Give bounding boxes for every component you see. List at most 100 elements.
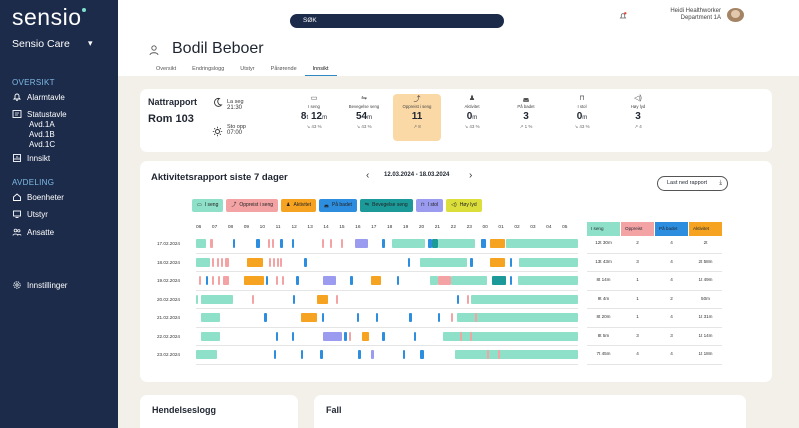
activity-bar-bath[interactable] [375, 313, 379, 322]
activity-bar-up[interactable] [280, 257, 283, 267]
activity-bar-up[interactable] [267, 239, 270, 248]
activity-bar-up[interactable] [199, 276, 202, 285]
activity-bar-bed[interactable] [471, 294, 578, 304]
metric-bevegelse-seng[interactable]: ⇋ Bevegelse seng 54m ↘ 43 % [340, 94, 388, 141]
sidebar-item-innsikt[interactable]: Innsikt [12, 153, 50, 163]
activity-bar-up[interactable] [216, 257, 219, 267]
activity-bar-up[interactable] [223, 276, 230, 285]
activity-bar-bath[interactable] [414, 331, 417, 341]
sidebar-item-utstyr[interactable]: Utstyr [12, 209, 48, 219]
activity-bar-bath[interactable] [469, 257, 473, 267]
activity-bar-chair[interactable] [323, 276, 337, 285]
activity-bar-bath[interactable] [320, 350, 323, 359]
activity-bar-bed[interactable] [429, 276, 438, 285]
activity-bar-bath[interactable] [275, 331, 278, 341]
activity-bar-bath[interactable] [301, 350, 304, 359]
sidebar-item-alarmtavle[interactable]: Alarmtavle [12, 92, 65, 102]
legend-oppreist-i-seng[interactable]: ⤴ Oppreist i seng [226, 199, 279, 212]
activity-bar-bed[interactable] [200, 331, 220, 341]
activity-bar-bed[interactable] [196, 239, 206, 248]
activity-bar-up[interactable] [273, 257, 276, 267]
legend-i-stol[interactable]: ⊓ I stol [415, 199, 444, 212]
activity-bar-act[interactable] [301, 313, 317, 322]
activity-bar-up[interactable] [466, 294, 469, 304]
activity-bar-bath[interactable] [402, 350, 406, 359]
activity-bar-bath[interactable] [291, 239, 294, 248]
activity-bar-up[interactable] [460, 331, 463, 341]
tab-oversikt[interactable]: Oversikt [156, 66, 177, 72]
activity-bar-act[interactable] [490, 257, 505, 267]
activity-bar-chair[interactable] [323, 331, 343, 341]
metric-høy-lyd[interactable]: ◁) Høy lyd 3 ↗ 4 [614, 94, 662, 141]
activity-bar-bed[interactable] [196, 350, 217, 359]
tab-prrende[interactable]: Pårørende [270, 66, 297, 72]
activity-bar-up[interactable] [321, 239, 324, 248]
activity-bar-bath[interactable] [205, 276, 208, 285]
activity-bar-bath[interactable] [344, 331, 348, 341]
avatar[interactable] [727, 8, 744, 22]
activity-bar-bed[interactable] [450, 276, 488, 285]
activity-bar-bath[interactable] [358, 350, 361, 359]
activity-bar-bath[interactable] [293, 294, 296, 304]
activity-bar-up[interactable] [251, 294, 254, 304]
sidebar-item-avd1c[interactable]: Avd.1C [29, 140, 55, 149]
activity-bar-up[interactable] [340, 239, 344, 248]
activity-bar-act[interactable] [246, 257, 263, 267]
activity-bar-up[interactable] [225, 257, 229, 267]
activity-bar-up[interactable] [336, 294, 339, 304]
activity-bar-bed[interactable] [391, 239, 426, 248]
activity-bar-bed[interactable] [200, 313, 220, 322]
activity-bar-bath[interactable] [382, 331, 385, 341]
activity-bar-up[interactable] [220, 257, 223, 267]
activity-bar-up[interactable] [437, 276, 451, 285]
notification-bell-icon[interactable] [618, 8, 628, 26]
activity-bar-bed[interactable] [455, 350, 578, 359]
activity-bar-bedmove[interactable] [492, 276, 507, 285]
activity-bar-up[interactable] [469, 331, 472, 341]
sidebar-item-avd1b[interactable]: Avd.1B [29, 130, 55, 139]
activity-bar-up[interactable] [450, 313, 453, 322]
metric-i-seng[interactable]: ▭ I seng 8t 12m ↘ 43 % [290, 94, 338, 141]
activity-bar-bath[interactable] [291, 331, 294, 341]
sidebar-item-statustavle[interactable]: Statustavle [12, 109, 67, 119]
activity-bar-up[interactable] [210, 239, 213, 248]
chevron-right-icon[interactable]: › [469, 170, 473, 181]
activity-bar-act[interactable] [371, 276, 381, 285]
activity-bar-bed[interactable] [506, 239, 578, 248]
activity-bar-act[interactable] [316, 294, 329, 304]
activity-bar-up[interactable] [329, 239, 332, 248]
activity-bar-bath[interactable] [256, 239, 260, 248]
activity-bar-bath[interactable] [509, 257, 512, 267]
org-selector[interactable]: Sensio Care [12, 38, 70, 50]
legend-bevegelse-seng[interactable]: ⇋ Bevegelse seng [359, 199, 413, 212]
activity-bar-bath[interactable] [396, 276, 399, 285]
activity-bar-up[interactable] [275, 276, 278, 285]
activity-bar-bath[interactable] [420, 350, 424, 359]
activity-bar-up[interactable] [211, 276, 214, 285]
download-report-button[interactable]: Last ned rapport ⤓ [657, 176, 728, 191]
legend-aktivitet[interactable]: ♟ Aktivitet [281, 199, 317, 212]
activity-bar-up[interactable] [348, 331, 351, 341]
activity-bar-bed[interactable] [437, 239, 475, 248]
activity-bar-up[interactable] [277, 257, 280, 267]
activity-bar-bath[interactable] [509, 276, 512, 285]
activity-bar-bath[interactable] [480, 239, 486, 248]
activity-bar-bath[interactable] [264, 313, 267, 322]
legend-i-seng[interactable]: ▭ I seng [192, 199, 224, 212]
activity-bar-chair[interactable] [371, 350, 375, 359]
activity-bar-up[interactable] [218, 276, 221, 285]
activity-bar-bath[interactable] [350, 276, 353, 285]
activity-bar-bed[interactable] [457, 313, 578, 322]
user-info[interactable]: Heidi Healthworker Department 1A [670, 8, 721, 22]
activity-bar-bath[interactable] [266, 276, 269, 285]
activity-bar-chair[interactable] [355, 239, 368, 248]
activity-bar-up[interactable] [498, 350, 501, 359]
activity-bar-bed[interactable] [517, 276, 578, 285]
activity-bar-up[interactable] [211, 257, 214, 267]
activity-bar-up[interactable] [487, 350, 490, 359]
activity-bar-bed[interactable] [442, 331, 578, 341]
metric-i-stol[interactable]: ⊓ I stol 0m ↘ 43 % [558, 94, 606, 141]
activity-bar-act[interactable] [490, 239, 505, 248]
sidebar-item-settings[interactable]: Innstillinger [12, 280, 67, 290]
activity-bar-bath[interactable] [232, 239, 235, 248]
